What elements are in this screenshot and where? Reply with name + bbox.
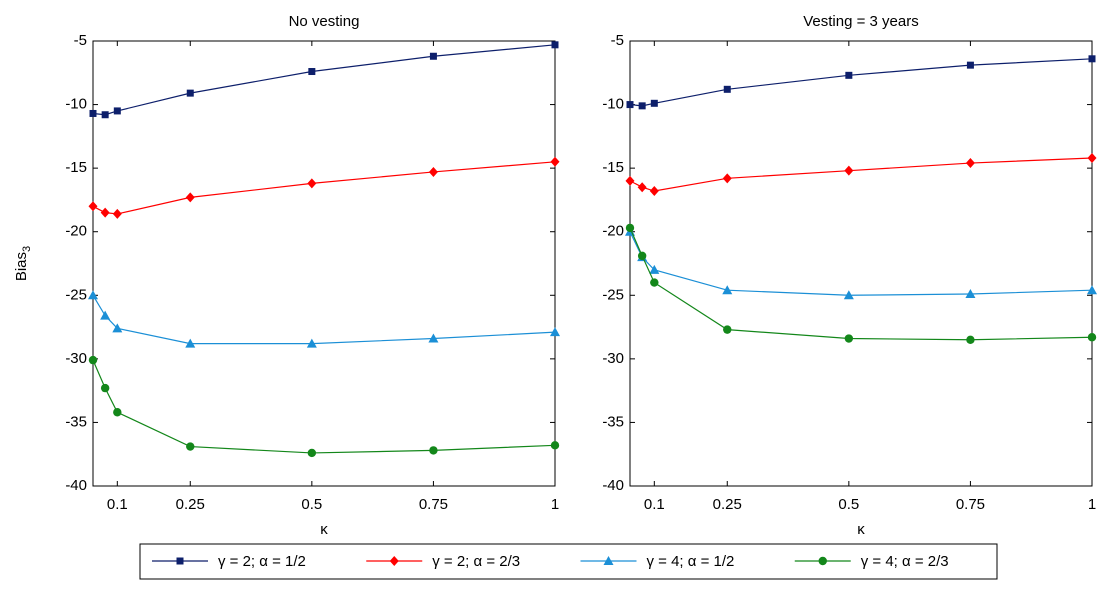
y-tick-label: -30 xyxy=(65,350,87,367)
data-point xyxy=(966,61,974,69)
data-point xyxy=(723,325,732,334)
y-axis-label-subscript: 3 xyxy=(21,246,33,252)
y-tick-label: -25 xyxy=(65,286,87,303)
data-point xyxy=(186,442,195,451)
data-point xyxy=(307,178,317,189)
data-point xyxy=(306,338,317,348)
legend-label: γ = 2; α = 1/2 xyxy=(218,553,306,570)
x-tick-label: 1 xyxy=(551,496,559,513)
data-point xyxy=(113,408,122,417)
legend-marker xyxy=(176,557,184,565)
data-point xyxy=(626,101,634,109)
legend-marker xyxy=(603,556,614,565)
x-tick-label: 0.25 xyxy=(713,496,742,513)
data-point xyxy=(649,186,659,197)
y-tick-label: -25 xyxy=(602,286,624,303)
data-point xyxy=(965,158,975,169)
y-tick-label: -15 xyxy=(602,159,624,176)
y-tick-label: -30 xyxy=(602,350,624,367)
data-point xyxy=(637,182,647,193)
data-point xyxy=(308,68,316,76)
data-point xyxy=(428,166,438,177)
data-point xyxy=(185,338,196,348)
y-tick-label: -40 xyxy=(65,477,87,494)
plot-area xyxy=(92,40,556,487)
data-point xyxy=(625,175,635,186)
data-point xyxy=(649,264,660,274)
data-point xyxy=(550,156,560,167)
y-tick-label: -15 xyxy=(65,159,87,176)
data-point xyxy=(637,251,647,261)
data-point xyxy=(186,89,194,97)
data-point xyxy=(88,355,98,365)
data-point xyxy=(100,207,110,218)
data-point xyxy=(650,278,659,287)
x-tick-label: 0.25 xyxy=(176,496,205,513)
x-tick-label: 0.1 xyxy=(644,496,665,513)
chart-title: No vesting xyxy=(289,13,360,30)
data-point xyxy=(112,208,122,219)
data-point xyxy=(428,333,439,343)
data-point xyxy=(88,290,98,300)
data-point xyxy=(307,448,317,458)
data-point xyxy=(844,334,854,343)
data-point xyxy=(100,310,111,320)
data-point xyxy=(723,85,731,93)
data-point xyxy=(844,165,854,176)
x-tick-label: 0.5 xyxy=(838,496,859,513)
data-point xyxy=(89,109,97,117)
data-point xyxy=(1087,333,1097,342)
data-point xyxy=(112,323,123,333)
y-tick-label: -10 xyxy=(65,96,87,113)
data-point xyxy=(550,327,560,337)
data-point xyxy=(965,289,976,299)
data-point xyxy=(550,441,560,450)
data-point xyxy=(100,383,110,393)
chart-title: Vesting = 3 years xyxy=(803,13,919,30)
data-point xyxy=(650,99,658,107)
legend-label: γ = 4; α = 2/3 xyxy=(861,553,949,570)
data-point xyxy=(722,285,733,295)
data-point xyxy=(1088,55,1096,63)
x-tick-label: 1 xyxy=(1088,496,1096,513)
y-axis-label-text: Bias xyxy=(13,252,30,281)
y-tick-label: -40 xyxy=(602,477,624,494)
y-tick-label: -20 xyxy=(602,223,624,240)
data-point xyxy=(966,335,975,344)
x-tick-label: 0.75 xyxy=(956,496,985,513)
y-tick-label: -10 xyxy=(602,96,624,113)
y-tick-label: -20 xyxy=(65,223,87,240)
data-point xyxy=(625,223,635,233)
data-point xyxy=(1087,152,1097,163)
data-point xyxy=(722,173,732,184)
legend-marker xyxy=(389,556,399,566)
data-point xyxy=(1087,285,1097,295)
y-tick-label: -5 xyxy=(74,32,87,49)
y-tick-label: -35 xyxy=(65,413,87,430)
legend-label: γ = 2; α = 2/3 xyxy=(432,553,520,570)
data-point xyxy=(101,111,109,119)
data-point xyxy=(185,192,195,203)
y-tick-label: -5 xyxy=(611,32,624,49)
x-tick-label: 0.5 xyxy=(301,496,322,513)
data-point xyxy=(113,107,121,115)
y-axis-label: Bias3 xyxy=(13,246,33,281)
data-point xyxy=(551,41,559,49)
y-tick-label: -35 xyxy=(602,413,624,430)
data-point xyxy=(429,52,437,60)
data-point xyxy=(88,201,98,212)
legend-marker xyxy=(818,556,827,566)
x-axis-label: κ xyxy=(857,521,865,538)
legend xyxy=(139,543,998,580)
plot-area xyxy=(629,40,1093,487)
data-point xyxy=(845,71,853,79)
x-axis-label: κ xyxy=(320,521,328,538)
data-point xyxy=(843,290,854,300)
legend-label: γ = 4; α = 1/2 xyxy=(647,553,735,570)
data-point xyxy=(638,102,646,110)
data-point xyxy=(429,446,438,455)
x-tick-label: 0.1 xyxy=(107,496,128,513)
x-tick-label: 0.75 xyxy=(419,496,448,513)
